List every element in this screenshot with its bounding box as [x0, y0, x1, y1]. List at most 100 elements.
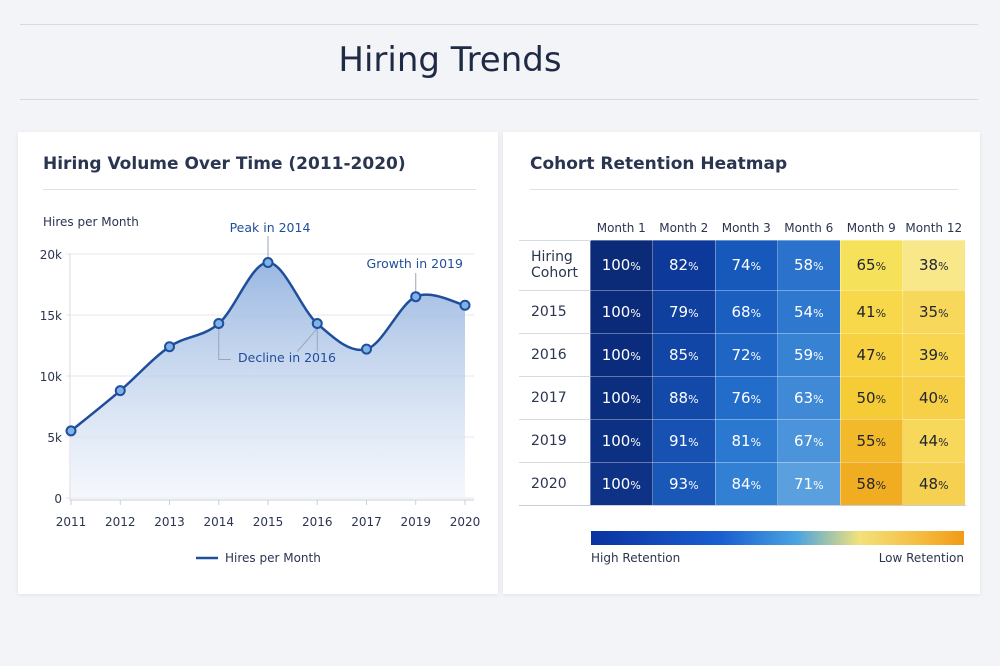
data-point[interactable] [65, 425, 77, 437]
heatmap-cell[interactable]: 100% [589, 289, 653, 334]
cell-unit: % [938, 435, 949, 449]
cell-value: 74 [731, 256, 751, 274]
cell-value: 91 [668, 431, 689, 450]
cell-unit: % [938, 392, 949, 406]
heatmap-cell[interactable]: 38% [902, 239, 966, 291]
cell-value: 50 [856, 388, 876, 407]
cell-unit: % [875, 435, 887, 449]
cell-value: 48 [918, 474, 939, 493]
heatmap-cell[interactable]: 85% [652, 332, 716, 377]
data-point[interactable] [262, 257, 274, 269]
heatmap-cell[interactable]: 55% [839, 418, 903, 463]
y-tick-label: 5k [47, 431, 62, 445]
heatmap-cell[interactable]: 63% [777, 375, 841, 420]
heatmap-cell[interactable]: 81% [714, 418, 778, 463]
heatmap-cell[interactable]: 50% [839, 375, 903, 420]
data-point[interactable] [213, 318, 225, 330]
heatmap-cell[interactable]: 91% [652, 418, 716, 463]
area-fill [71, 262, 465, 498]
x-tick-label: 2011 [56, 515, 87, 529]
heatmap-cell[interactable]: 79% [652, 289, 716, 334]
cell-value: 47 [856, 345, 876, 364]
cell-value: 76 [731, 388, 751, 407]
cell-unit: % [688, 349, 699, 363]
heatmap-cell[interactable]: 93% [652, 461, 716, 506]
cell-value: 100 [601, 431, 631, 450]
x-tick-label: 2015 [253, 515, 284, 529]
data-point[interactable] [361, 343, 372, 355]
cell-unit: % [630, 435, 641, 449]
cell-unit: % [688, 435, 699, 449]
x-tick-label: 2012 [105, 515, 136, 529]
cell-unit: % [875, 349, 887, 363]
heatmap-cell[interactable]: 44% [902, 418, 966, 463]
cell-unit: % [630, 260, 641, 273]
heatmap-cell[interactable]: 100% [589, 418, 653, 463]
heatmap-cell[interactable]: 100% [589, 461, 653, 506]
heatmap-cell[interactable]: 41% [839, 289, 903, 334]
heatmap-cell[interactable]: 88% [652, 375, 716, 420]
heatmap-cell[interactable]: 100% [589, 375, 653, 420]
cell-value: 82 [668, 256, 689, 274]
heatmap-cell[interactable]: 48% [902, 461, 966, 506]
heatmap-cell[interactable]: 76% [714, 375, 778, 420]
title-divider [20, 99, 978, 100]
heatmap-cell[interactable]: 35% [902, 289, 966, 334]
corner [519, 216, 590, 240]
cell-unit: % [750, 478, 762, 492]
cell-value: 54 [793, 302, 814, 321]
cell-value: 84 [731, 474, 751, 493]
row-label: 2020 [519, 461, 590, 506]
cell-unit: % [813, 306, 824, 320]
cell-unit: % [630, 392, 641, 406]
heatmap-cell[interactable]: 58% [777, 239, 841, 291]
heatmap-cell[interactable]: 40% [902, 375, 966, 420]
cell-unit: % [688, 392, 699, 406]
data-point[interactable] [164, 341, 175, 353]
cell-value: 38 [918, 256, 939, 274]
cell-unit: % [688, 478, 699, 492]
cell-unit: % [813, 478, 824, 492]
heatmap-title: Cohort Retention Heatmap [530, 154, 788, 174]
annotation-growth: Growth in 2019 [367, 256, 463, 271]
cell-unit: % [750, 260, 762, 273]
cell-unit: % [750, 306, 762, 320]
data-point[interactable] [459, 299, 471, 311]
y-tick-label: 20k [40, 248, 62, 262]
x-tick-label: 2017 [351, 515, 382, 529]
heatmap-cell[interactable]: 82% [652, 239, 716, 291]
cell-value: 71 [793, 474, 814, 493]
line-chart-title: Hiring Volume Over Time (2011-2020) [43, 154, 406, 174]
cell-unit: % [630, 349, 641, 363]
heatmap-cell[interactable]: 65% [839, 239, 903, 291]
heatmap-cell[interactable]: 100% [589, 332, 653, 377]
data-point[interactable] [311, 318, 323, 330]
line-chart: Hires per Month 0 5k 10k 15k 20k Peak in 201… [40, 215, 480, 565]
cell-value: 100 [601, 256, 631, 274]
heatmap-row: 2019 100% 91% 81% 67% 55% 44% [519, 418, 966, 463]
cell-value: 100 [601, 474, 631, 493]
heatmap-cell[interactable]: 71% [777, 461, 841, 506]
top-divider [20, 24, 978, 25]
cell-value: 59 [793, 345, 814, 364]
heatmap-cell[interactable]: 39% [902, 332, 966, 377]
heatmap-cell[interactable]: 58% [839, 461, 903, 506]
heatmap-cell[interactable]: 47% [839, 332, 903, 377]
heatmap-cell[interactable]: 67% [777, 418, 841, 463]
cell-unit: % [813, 392, 824, 406]
heatmap-row: 2017 100% 88% 76% 63% 50% 40% [519, 375, 966, 420]
data-point[interactable] [410, 291, 422, 303]
x-tick-label: 2016 [302, 515, 333, 529]
cell-value: 79 [668, 302, 689, 321]
heatmap-cell[interactable]: 68% [714, 289, 778, 334]
cell-unit: % [630, 478, 641, 492]
data-point[interactable] [114, 385, 126, 397]
heatmap-cell[interactable]: 72% [714, 332, 778, 377]
heatmap-cell[interactable]: 74% [714, 239, 778, 291]
heatmap-cell[interactable]: 54% [777, 289, 841, 334]
heatmap-cell[interactable]: 59% [777, 332, 841, 377]
cell-unit: % [750, 392, 762, 406]
heatmap-title-rule [530, 189, 958, 190]
heatmap-cell[interactable]: 84% [714, 461, 778, 506]
heatmap-cell[interactable]: 100% [589, 239, 653, 291]
